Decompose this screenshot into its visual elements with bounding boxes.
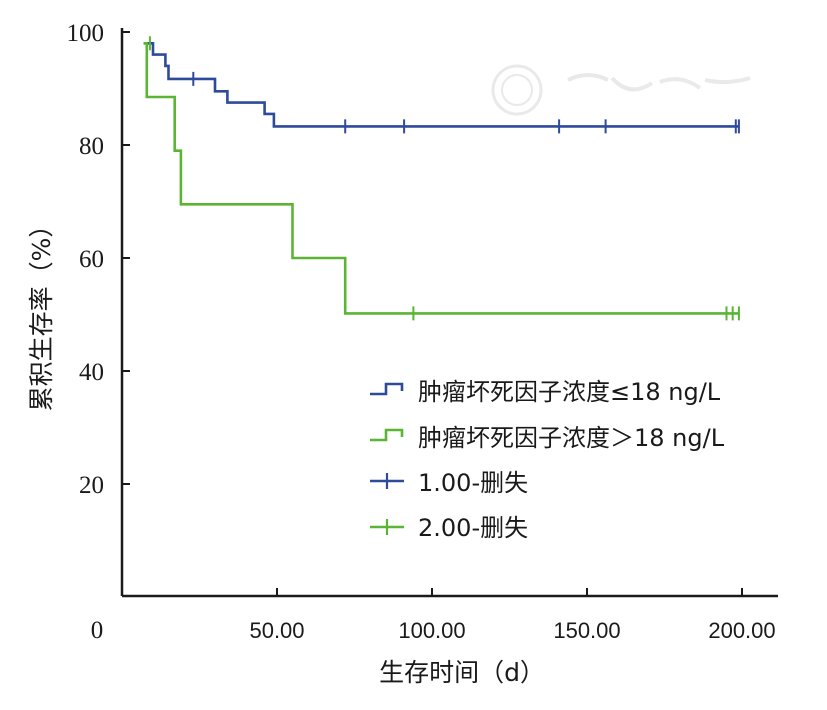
x-tick-label: 150.00 — [553, 618, 620, 643]
legend-label-censor-1: 1.00-删失 — [418, 469, 528, 497]
survival-step-line — [143, 42, 739, 128]
legend-step-swatch — [370, 382, 404, 396]
y-ticks: 100 80 60 40 20 — [67, 20, 130, 499]
legend-label-low: 肿瘤坏死因子浓度≤18 ng/L — [418, 378, 721, 406]
x-ticks: 0 50.00 100.00 150.00 200.00 — [91, 588, 776, 644]
series-1 — [143, 42, 740, 134]
x-axis-title: 生存时间（d） — [379, 658, 545, 687]
legend-label-censor-2: 2.00-删失 — [418, 514, 528, 542]
watermark-seal — [491, 64, 751, 116]
x-tick-label: 0 — [91, 617, 104, 644]
legend-step-swatch — [370, 428, 404, 442]
y-tick-label: 80 — [79, 133, 104, 160]
x-tick-label: 50.00 — [249, 618, 304, 643]
y-tick-label: 100 — [67, 20, 105, 47]
x-tick-label: 100.00 — [398, 618, 465, 643]
series-layer — [143, 36, 740, 321]
x-tick-label: 200.00 — [708, 618, 775, 643]
survival-step-line — [143, 42, 739, 315]
series-2 — [143, 36, 740, 321]
y-tick-label: 40 — [79, 359, 104, 386]
y-axis-title: 累积生存率（%） — [27, 213, 56, 412]
y-tick-label: 20 — [79, 472, 104, 499]
y-tick-label: 60 — [79, 246, 104, 273]
legend-label-high: 肿瘤坏死因子浓度＞18 ng/L — [418, 424, 725, 452]
legend: 肿瘤坏死因子浓度≤18 ng/L 肿瘤坏死因子浓度＞18 ng/L 1.00-删… — [370, 378, 725, 542]
